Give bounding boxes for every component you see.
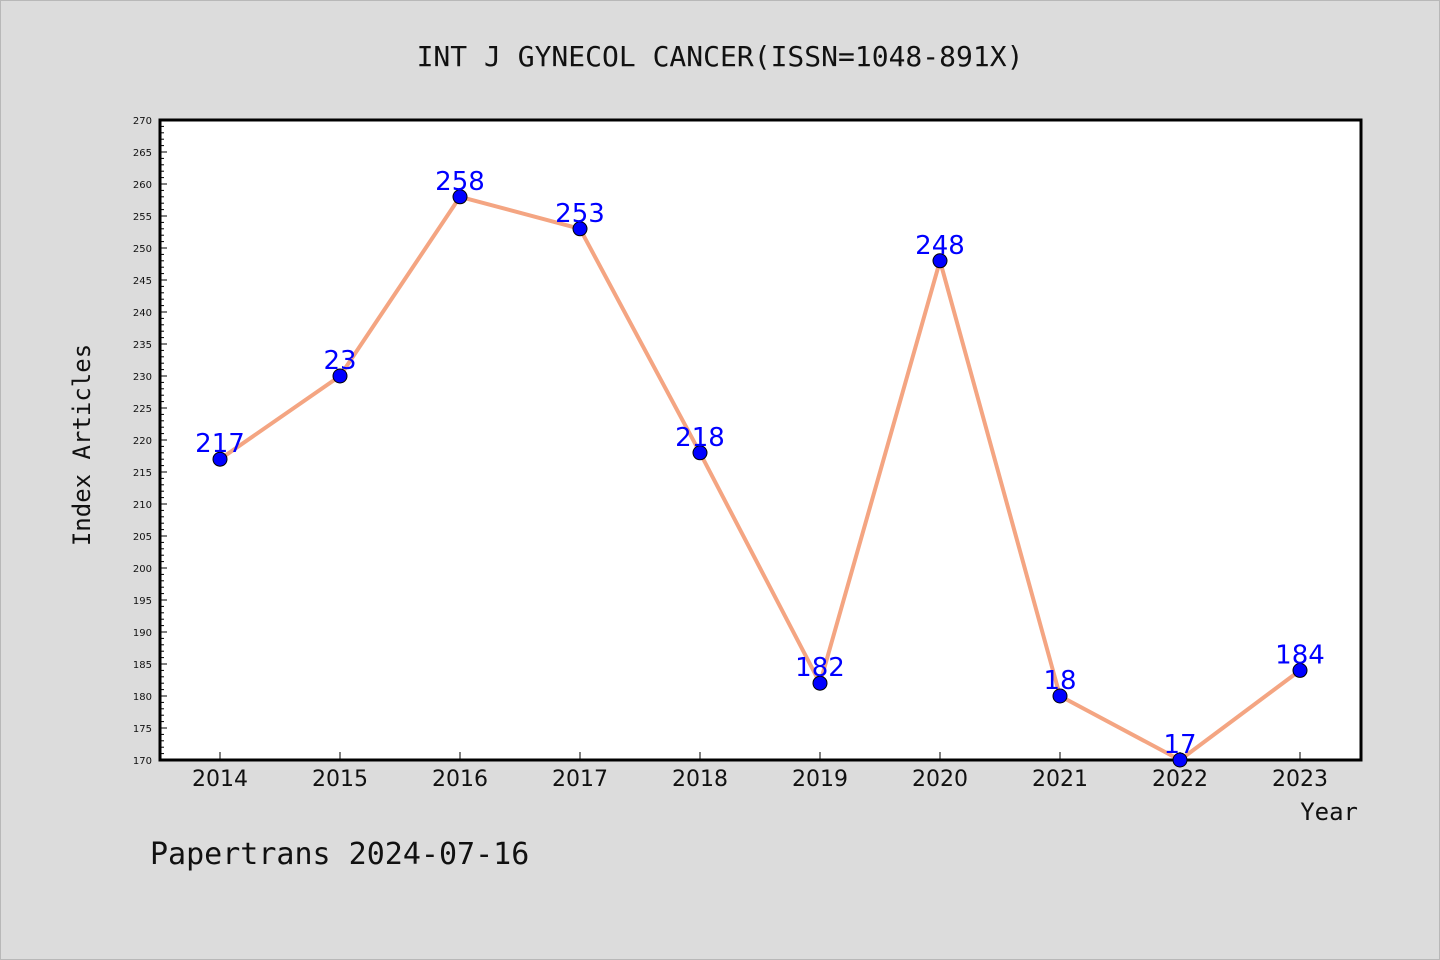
x-tick-label: 2022: [1152, 767, 1208, 792]
data-label: 217: [195, 429, 245, 459]
y-tick-label: 270: [133, 116, 152, 127]
series-line: [218, 194, 1302, 762]
x-tick-label: 2023: [1272, 767, 1328, 792]
y-tick-label: 170: [133, 756, 152, 767]
data-label: 17: [1163, 730, 1196, 760]
x-tick-label: 2014: [192, 767, 248, 792]
data-point: [452, 189, 468, 205]
y-tick-label: 190: [133, 628, 152, 639]
data-point: [1292, 662, 1308, 678]
y-tick-label: 260: [133, 180, 152, 191]
x-tick-label: 2020: [912, 767, 968, 792]
y-tick-label: 175: [133, 724, 152, 735]
x-tick-label: 2017: [552, 767, 608, 792]
data-label: 218: [675, 423, 725, 453]
y-tick-label: 245: [133, 276, 152, 287]
footer-watermark: Papertrans 2024-07-16: [150, 837, 529, 872]
data-label: 253: [555, 199, 605, 229]
y-tick-label: 210: [133, 500, 152, 511]
y-tick-label: 200: [133, 564, 152, 575]
data-point: [572, 221, 588, 237]
data-label: 248: [915, 231, 965, 261]
y-tick-label: 255: [133, 212, 152, 223]
x-tick-label: 2021: [1032, 767, 1088, 792]
series-markers: [212, 189, 1308, 768]
data-point: [212, 451, 228, 467]
data-labels: 217 23 258 253 218 182 248 18 17 184: [195, 167, 1325, 760]
data-point: [692, 445, 708, 461]
plot-area: [158, 118, 1363, 762]
x-tick-label: 2015: [312, 767, 368, 792]
data-point: [932, 253, 948, 269]
data-label: 182: [795, 653, 845, 683]
y-tick-label: 195: [133, 596, 152, 607]
y-axis-label: Index Articles: [68, 344, 96, 546]
y-tick-label: 225: [133, 404, 152, 415]
x-tick-label: 2019: [792, 767, 848, 792]
data-label: 18: [1043, 666, 1076, 696]
y-tick-label: 230: [133, 372, 152, 383]
y-tick-label: 265: [133, 148, 152, 159]
x-tick-label: 2018: [672, 767, 728, 792]
data-point: [812, 675, 828, 691]
series-line-group: [218, 194, 1302, 762]
y-tick-label: 235: [133, 340, 152, 351]
y-tick-label: 205: [133, 532, 152, 543]
y-tick-label: 180: [133, 692, 152, 703]
y-tick-label: 185: [133, 660, 152, 671]
data-label: 23: [323, 346, 356, 376]
x-axis: 2014 2015 2016 2017 2018 2019 2020 2021 2022 2023: [192, 752, 1328, 792]
data-point: [332, 368, 348, 384]
y-tick-label: 250: [133, 244, 152, 255]
data-label: 184: [1275, 640, 1325, 670]
y-tick-label: 215: [133, 468, 152, 479]
x-tick-label: 2016: [432, 767, 488, 792]
data-label: 258: [435, 167, 485, 197]
y-tick-label: 240: [133, 308, 152, 319]
y-tick-label: 220: [133, 436, 152, 447]
chart-title: INT J GYNECOL CANCER(ISSN=1048-891X): [417, 40, 1024, 73]
data-point: [1172, 752, 1188, 768]
data-point: [1052, 688, 1068, 704]
x-axis-label: Year: [1300, 798, 1358, 826]
y-axis: 170 175 180 185 190 195 200 205 210 215 220 225 230 2…: [133, 116, 167, 767]
